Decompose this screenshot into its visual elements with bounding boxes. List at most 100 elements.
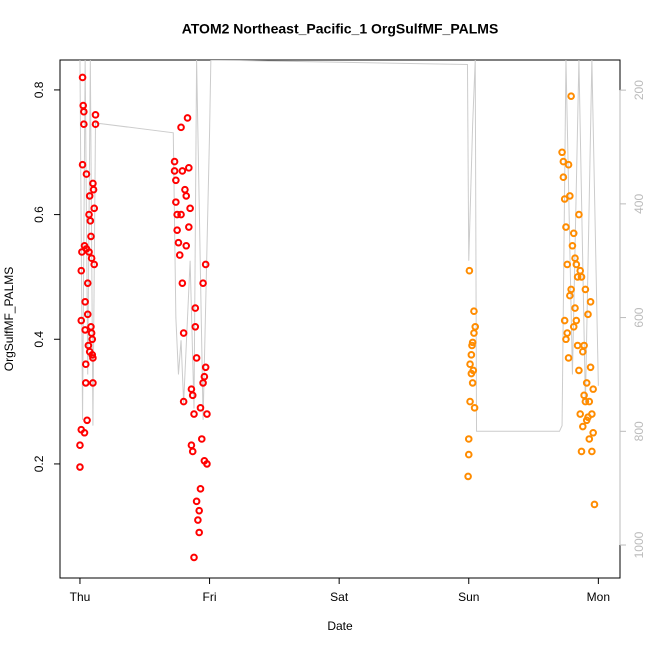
point [191,322,200,331]
point [178,279,187,287]
point [580,391,588,400]
point [575,366,583,375]
point [190,410,198,418]
point [579,347,587,356]
x-tick-label: Thu [70,590,91,604]
point [90,204,99,213]
point [569,229,578,238]
point [83,279,92,287]
x-tick-label: Sun [458,590,479,604]
point [177,123,185,132]
pressure-line [79,60,599,432]
point [172,176,180,185]
point [90,260,99,269]
point [77,316,86,325]
point [576,266,585,275]
point [201,260,210,269]
x-axis-label: Date [327,619,353,633]
point [174,238,183,247]
point [560,316,569,325]
point [194,516,202,524]
point [468,341,476,350]
point [170,167,179,175]
point [465,266,474,275]
point [563,329,572,337]
point [87,232,95,241]
point [78,160,87,169]
point [575,210,583,219]
point [588,410,596,418]
y-tick-label: 0.8 [32,81,46,98]
point [185,164,193,172]
chart-title: ATOM2 Northeast_Pacific_1 OrgSulfMF_PALM… [182,21,499,37]
point [572,260,581,269]
point [89,185,98,194]
point [559,173,568,181]
point [182,241,191,250]
point [579,422,587,431]
x-tick-label: Fri [203,590,217,604]
point [568,241,577,250]
point [581,397,590,406]
point [564,354,573,362]
point [89,179,97,188]
point [81,379,90,387]
y2-tick-label: 200 [632,80,646,100]
point [91,120,100,129]
point [585,397,594,406]
point [584,310,592,319]
point [87,322,95,331]
plot-area [76,60,599,562]
point [86,217,95,225]
point [82,170,91,178]
point [564,160,573,169]
point [170,157,179,166]
point [203,410,211,418]
point [76,441,84,450]
point [87,329,96,337]
point [567,285,575,294]
point [79,101,87,110]
point [80,120,88,129]
point [81,360,90,368]
point [175,251,184,259]
point [569,322,578,331]
point [173,210,181,219]
point [471,322,480,331]
point [196,404,205,412]
point [85,248,93,256]
point [589,428,597,437]
point [582,416,591,425]
point [178,167,187,175]
point [562,335,570,344]
y-axis-label: OrgSulfMF_PALMS [2,267,16,371]
point [80,107,88,116]
point [466,397,474,406]
point [172,198,180,206]
point [192,497,201,506]
point [469,366,478,375]
point [80,428,89,437]
point [468,379,477,387]
point [571,304,579,312]
point [559,157,568,166]
point [85,347,94,356]
point [464,450,473,459]
point [197,435,206,443]
point [580,341,588,350]
y2-tick-label: 600 [632,307,646,327]
point [85,192,94,200]
point [586,298,595,306]
point [470,404,479,412]
point [577,447,586,456]
point [81,326,89,334]
point [182,192,191,200]
point [560,195,569,203]
point [586,363,595,372]
y2-tick-label: 1000 [632,531,646,558]
point [562,223,570,231]
point [173,226,181,234]
point [563,260,572,269]
point [188,391,197,400]
